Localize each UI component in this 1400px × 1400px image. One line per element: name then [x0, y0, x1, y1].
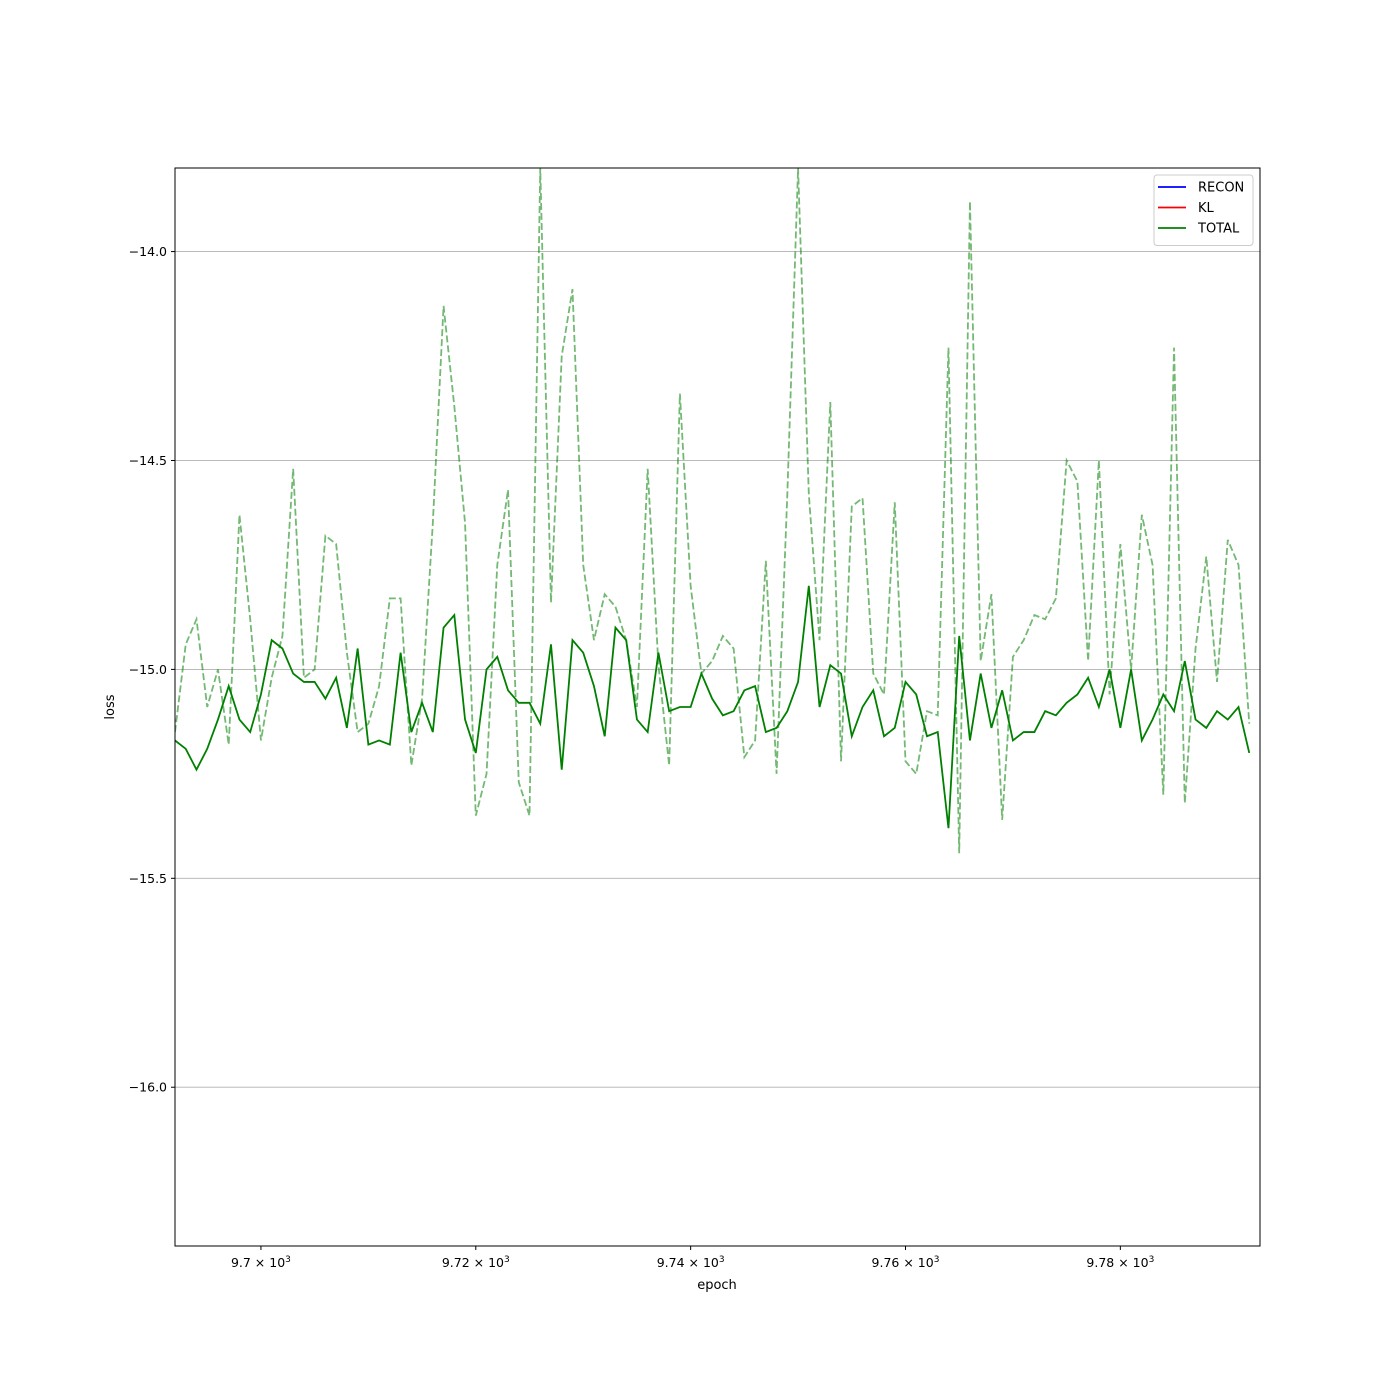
legend: RECON KL TOTAL	[1153, 174, 1254, 246]
y-tick-label: −14.5	[129, 453, 167, 468]
y-axis-label: loss	[103, 694, 118, 719]
grid-lines	[175, 251, 1260, 1088]
y-tick-label: −15.5	[129, 871, 167, 886]
legend-label-kl: KL	[1198, 201, 1215, 216]
y-tick-label: −16.0	[129, 1080, 167, 1095]
series-lines	[175, 168, 1251, 854]
legend-label-recon: RECON	[1198, 181, 1244, 196]
y-axis-ticks: −14.0 −14.5 −15.0 −15.5 −16.0	[129, 244, 175, 1095]
x-axis-label: epoch	[697, 1278, 737, 1293]
x-tick-label: 9.74 × 103	[657, 1255, 725, 1270]
plot-frame	[174, 167, 1261, 1247]
y-tick-label: −15.0	[129, 662, 167, 677]
x-tick-label: 9.7 × 103	[231, 1255, 291, 1270]
total-line	[175, 585, 1251, 829]
x-tick-label: 9.72 × 103	[442, 1255, 510, 1270]
x-tick-label: 9.78 × 103	[1086, 1255, 1154, 1270]
x-axis-ticks: 9.7 × 103 9.72 × 103 9.74 × 103 9.76 × 103 9…	[231, 1246, 1154, 1270]
x-tick-label: 9.76 × 103	[872, 1255, 940, 1270]
y-tick-label: −14.0	[129, 244, 167, 259]
total-raw-dashed-line	[175, 168, 1251, 854]
legend-label-total: TOTAL	[1197, 222, 1240, 237]
